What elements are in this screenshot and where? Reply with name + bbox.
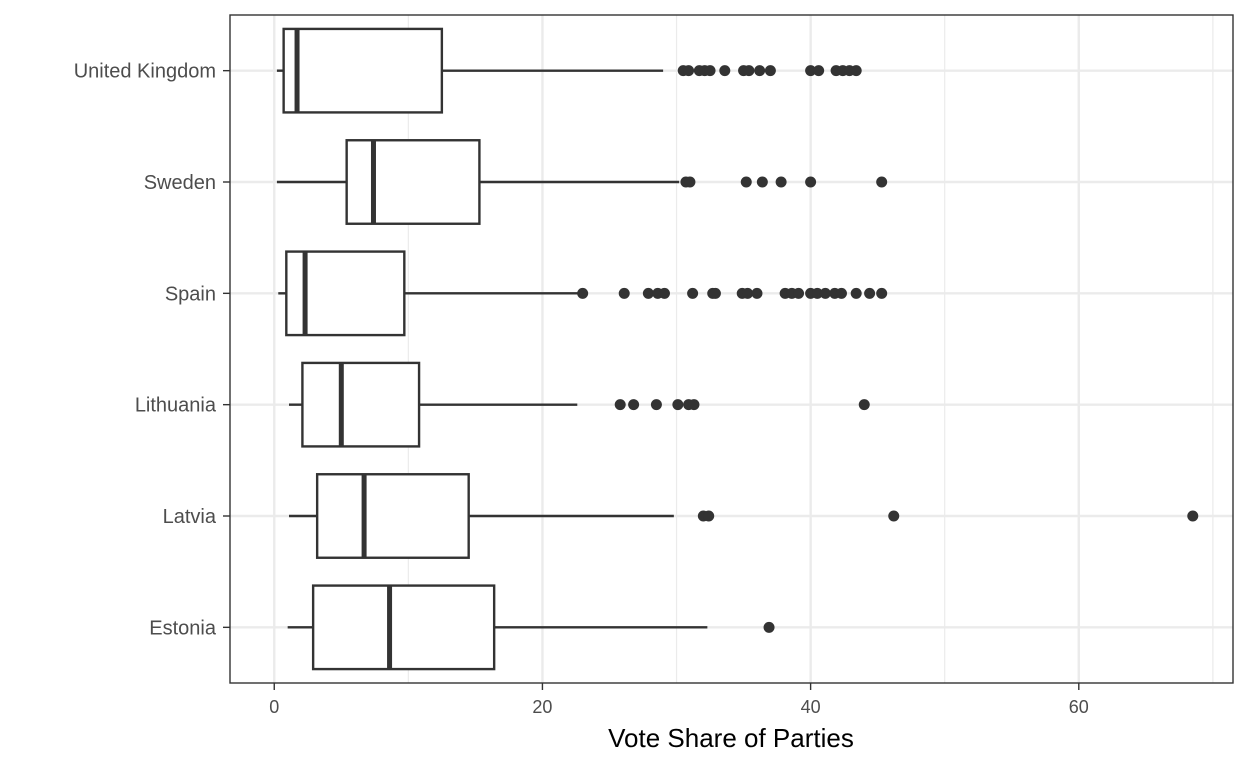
outlier-point — [876, 287, 888, 299]
outlier-point — [888, 510, 900, 522]
outlier-point — [805, 176, 817, 188]
x-tick-label: 40 — [801, 697, 821, 717]
x-axis-title: Vote Share of Parties — [608, 723, 854, 753]
outlier-point — [1187, 510, 1199, 522]
outlier-point — [850, 287, 862, 299]
outlier-point — [811, 287, 823, 299]
y-tick-label: Sweden — [144, 172, 216, 194]
outlier-point — [688, 399, 700, 411]
outlier-point — [763, 621, 775, 633]
outlier-point — [754, 65, 766, 77]
outlier-point — [614, 399, 626, 411]
outlier-point — [850, 65, 862, 77]
outlier-point — [628, 399, 640, 411]
outlier-point — [805, 65, 817, 77]
outlier-point — [709, 287, 721, 299]
outlier-point — [835, 287, 847, 299]
x-tick-label: 0 — [269, 697, 279, 717]
y-tick-label: Lithuania — [135, 395, 217, 417]
outlier-point — [650, 399, 662, 411]
outlier-point — [813, 65, 825, 77]
outlier-point — [751, 287, 763, 299]
outlier-point — [658, 287, 670, 299]
outlier-point — [743, 65, 755, 77]
axes: United Kingdom Sweden Spain Lithuania Latvia… — [74, 61, 1089, 717]
box-group — [276, 139, 888, 225]
outlier-point — [742, 287, 754, 299]
outlier-point — [793, 287, 805, 299]
y-tick-label: Latvia — [163, 506, 217, 528]
outlier-point — [775, 176, 787, 188]
box-group — [278, 250, 888, 337]
box-group — [276, 27, 862, 114]
outlier-point — [684, 176, 696, 188]
outlier-point — [756, 176, 768, 188]
box-iqr — [311, 584, 496, 671]
outlier-point — [864, 287, 876, 299]
y-tick-label: United Kingdom — [74, 61, 216, 83]
outlier-point — [577, 287, 589, 299]
box-iqr — [282, 27, 444, 114]
outlier-point — [740, 176, 752, 188]
panel-border — [229, 14, 1234, 684]
box-group — [289, 473, 1199, 559]
box-iqr — [345, 139, 481, 225]
x-tick-label: 20 — [532, 697, 552, 717]
outlier-point — [618, 287, 630, 299]
outlier-point — [819, 287, 831, 299]
outlier-point — [719, 65, 731, 77]
outlier-point — [858, 399, 870, 411]
outlier-point — [704, 65, 716, 77]
y-tick-label: Spain — [165, 283, 216, 305]
box-group — [289, 361, 870, 448]
box-marks — [276, 27, 1199, 671]
outlier-point — [876, 176, 888, 188]
x-tick-label: 60 — [1069, 697, 1089, 717]
y-tick-label: Estonia — [149, 617, 217, 639]
outlier-point — [642, 287, 654, 299]
box-iqr — [301, 361, 421, 448]
outlier-point — [703, 510, 715, 522]
outlier-point — [687, 287, 699, 299]
outlier-point — [683, 65, 695, 77]
outlier-point — [764, 65, 776, 77]
box-iqr — [315, 473, 470, 559]
outlier-point — [672, 399, 684, 411]
box-group — [287, 584, 775, 671]
